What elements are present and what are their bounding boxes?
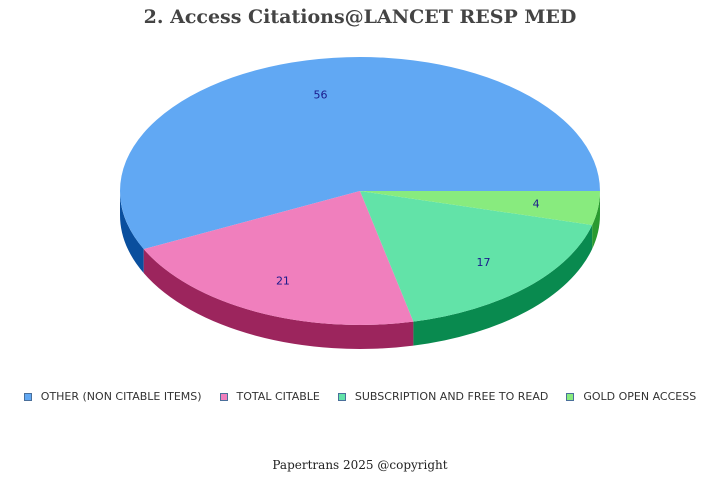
- slice-side-0: [120, 191, 144, 274]
- legend-item-total-citable[interactable]: TOTAL CITABLE: [219, 390, 320, 403]
- legend: OTHER (NON CITABLE ITEMS) TOTAL CITABLE …: [0, 390, 720, 403]
- data-label-2: 17: [477, 256, 491, 269]
- slice-1[interactable]: [143, 191, 414, 326]
- legend-swatch: [23, 392, 32, 401]
- slice-0[interactable]: [120, 57, 600, 250]
- legend-swatch: [566, 392, 575, 401]
- legend-label: OTHER (NON CITABLE ITEMS): [40, 390, 202, 403]
- legend-item-subscription[interactable]: SUBSCRIPTION AND FREE TO READ: [337, 390, 549, 403]
- pie-chart: 56 21 17 4: [120, 57, 600, 350]
- slice-2[interactable]: [360, 191, 593, 322]
- legend-item-gold-open-access[interactable]: GOLD OPEN ACCESS: [566, 390, 696, 403]
- data-label-0: 56: [313, 88, 327, 101]
- slice-side-3: [592, 191, 600, 249]
- data-label-1: 21: [276, 274, 290, 287]
- data-label-3: 4: [533, 198, 540, 211]
- legend-label: TOTAL CITABLE: [236, 390, 320, 403]
- legend-label: SUBSCRIPTION AND FREE TO READ: [354, 390, 549, 403]
- legend-swatch: [219, 392, 228, 401]
- slice-side-2: [413, 224, 593, 346]
- legend-label: GOLD OPEN ACCESS: [583, 390, 697, 403]
- slice-side-1: [143, 249, 414, 350]
- chart-title: 2. Access Citations@LANCET RESP MED: [143, 6, 577, 28]
- legend-item-other[interactable]: OTHER (NON CITABLE ITEMS): [23, 390, 202, 403]
- legend-swatch: [337, 392, 346, 401]
- slice-3[interactable]: [360, 191, 600, 225]
- copyright-footer: Papertrans 2025 @copyright: [272, 458, 448, 472]
